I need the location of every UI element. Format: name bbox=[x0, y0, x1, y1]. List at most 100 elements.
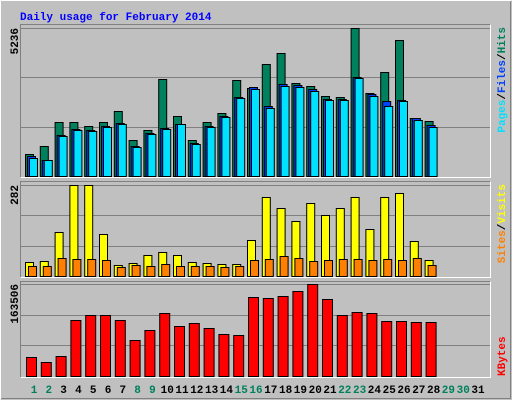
x-tick-label: 23 bbox=[353, 385, 367, 397]
panel-border-light bbox=[20, 181, 491, 278]
y-tick-label: 282 bbox=[10, 185, 22, 205]
bar bbox=[262, 298, 274, 377]
bar bbox=[117, 124, 127, 177]
bar bbox=[85, 315, 97, 377]
panel-border-dark bbox=[20, 24, 491, 178]
bar bbox=[116, 267, 126, 277]
x-tick-label: 8 bbox=[134, 385, 141, 397]
x-tick-label: 13 bbox=[205, 385, 219, 397]
legend-entry: Hits bbox=[497, 27, 509, 53]
bar bbox=[295, 87, 305, 177]
bar bbox=[369, 96, 379, 177]
bar bbox=[307, 284, 319, 377]
bar bbox=[29, 158, 38, 177]
bar bbox=[383, 259, 393, 277]
bar bbox=[264, 259, 274, 277]
bar bbox=[177, 124, 186, 177]
bar bbox=[427, 265, 437, 277]
bar bbox=[292, 291, 304, 377]
bar bbox=[310, 91, 320, 177]
x-tick-label: 22 bbox=[338, 385, 351, 397]
legend-entry: Files bbox=[497, 60, 509, 93]
legend-separator: / bbox=[497, 53, 509, 60]
legend: Sites/Visits bbox=[497, 184, 509, 263]
bar bbox=[294, 258, 304, 277]
bar bbox=[251, 89, 260, 177]
bar bbox=[410, 322, 422, 377]
bar bbox=[43, 160, 53, 177]
x-tick-label: 21 bbox=[323, 385, 337, 397]
x-tick-label: 31 bbox=[471, 385, 485, 397]
y-tick-label: 5236 bbox=[10, 28, 22, 54]
bar bbox=[354, 78, 364, 177]
panel-border-dark bbox=[20, 181, 491, 278]
bar bbox=[162, 129, 172, 177]
bar bbox=[40, 362, 52, 377]
legend: Pages/Files/Hits bbox=[497, 27, 509, 133]
bar bbox=[366, 313, 378, 377]
bar bbox=[248, 297, 259, 377]
bar bbox=[131, 265, 141, 277]
bar bbox=[161, 264, 171, 277]
x-tick-label: 5 bbox=[90, 385, 97, 397]
x-tick-label: 17 bbox=[264, 385, 277, 397]
bar bbox=[70, 320, 82, 377]
bar bbox=[218, 334, 230, 377]
panel-border-dark bbox=[20, 281, 491, 378]
bar bbox=[26, 357, 37, 377]
bar bbox=[100, 315, 111, 377]
x-tick-label: 10 bbox=[161, 385, 174, 397]
x-tick-label: 18 bbox=[279, 385, 293, 397]
bar bbox=[206, 127, 216, 177]
x-tick-label: 9 bbox=[149, 385, 156, 397]
x-tick-label: 20 bbox=[309, 385, 322, 397]
bar bbox=[58, 136, 68, 177]
bar bbox=[338, 259, 348, 277]
legend-entry: Sites bbox=[497, 230, 509, 263]
bar bbox=[428, 127, 438, 177]
bar bbox=[73, 130, 83, 177]
legend-entry: KBytes bbox=[497, 336, 509, 376]
x-tick-label: 6 bbox=[105, 385, 112, 397]
bar bbox=[72, 259, 82, 277]
bar bbox=[353, 259, 363, 277]
bar bbox=[280, 86, 290, 177]
x-tick-label: 25 bbox=[383, 385, 397, 397]
bar bbox=[220, 267, 230, 277]
x-tick-label: 7 bbox=[119, 385, 126, 397]
bar bbox=[398, 260, 407, 277]
x-tick-label: 1 bbox=[31, 385, 38, 397]
bar bbox=[132, 147, 142, 177]
legend-entry: Pages bbox=[497, 100, 509, 133]
bar bbox=[205, 266, 215, 277]
bar bbox=[129, 340, 141, 377]
bar bbox=[235, 266, 245, 277]
x-tick-label: 27 bbox=[412, 385, 425, 397]
bar bbox=[88, 131, 98, 177]
x-tick-label: 12 bbox=[190, 385, 203, 397]
bar bbox=[265, 108, 275, 177]
bar bbox=[325, 100, 334, 177]
bar bbox=[190, 266, 200, 277]
bar bbox=[103, 127, 112, 177]
bar bbox=[87, 259, 97, 277]
bar bbox=[28, 266, 37, 277]
bar bbox=[144, 330, 156, 377]
bar bbox=[368, 260, 378, 277]
bar bbox=[279, 256, 289, 277]
bar bbox=[176, 266, 185, 277]
x-tick-label: 2 bbox=[45, 385, 52, 397]
chart-title: Daily usage for February 2014 bbox=[20, 12, 212, 24]
legend-separator: / bbox=[497, 223, 509, 230]
panel-border-light bbox=[20, 281, 491, 378]
bar bbox=[114, 320, 126, 377]
bar bbox=[174, 326, 185, 377]
legend: KBytes bbox=[497, 336, 509, 376]
bar bbox=[324, 260, 333, 277]
bar bbox=[381, 321, 393, 377]
bar bbox=[159, 313, 171, 377]
bar bbox=[396, 321, 407, 377]
